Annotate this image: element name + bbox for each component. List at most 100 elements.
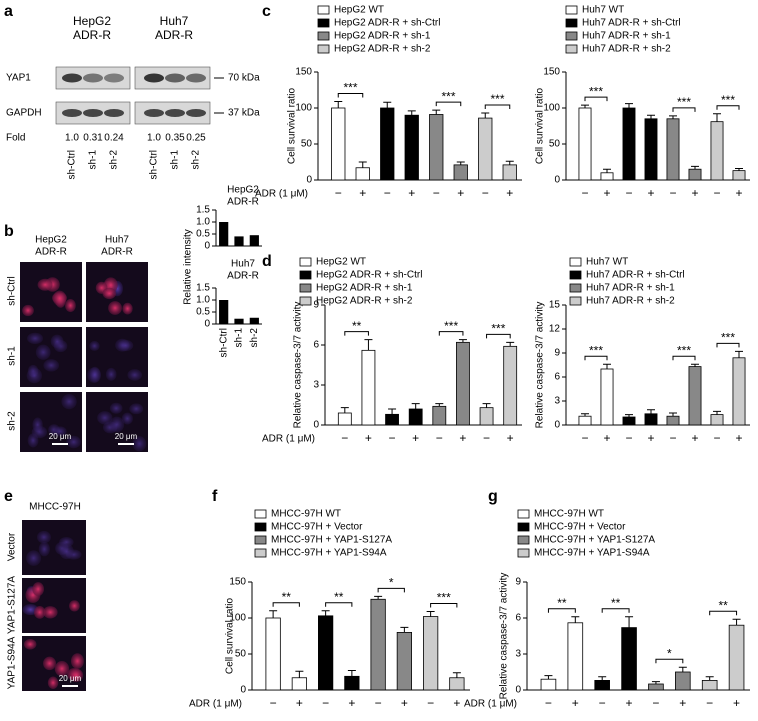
legend-label: HepG2 ADR-R + sh-Ctrl [334,18,440,29]
y-tick-label: 0 [204,319,210,330]
fold-value: 1.0 [147,133,161,144]
protein-label: GAPDH [6,108,42,119]
x-tick-label: − [713,186,720,200]
bar [234,318,244,324]
axis-title: Relative intensity [183,229,194,305]
error-bar [358,161,367,168]
y-tick-label: 15 [549,300,561,311]
error-bar [340,407,349,413]
y-tick-label: 0 [515,685,521,696]
y-tick-label: 0 [204,241,210,252]
x-tick-label: − [669,186,676,200]
significance-bracket [709,610,738,616]
nucleus [127,369,143,381]
significance-bracket [672,107,696,112]
x-tick-label: − [669,431,676,445]
marker-label: 37 kDa [228,108,260,119]
nucleus [121,412,133,425]
significance-label: *** [490,92,504,106]
x-tick-label: + [457,186,464,200]
legend-swatch [254,535,267,545]
y-tick-label: 0.5 [196,307,210,318]
nucleus [61,394,77,410]
error-bar [347,670,356,677]
significance-bracket [430,603,458,608]
row-label: sh-2 [7,411,18,431]
micrograph [22,520,86,575]
legend-swatch [565,31,578,41]
y-tick-label: 12 [549,324,561,335]
error-bar [625,616,634,628]
error-bar [426,611,435,617]
nucleus [89,340,100,351]
x-tick-label: − [375,696,382,710]
lane-label: sh-2 [109,150,120,170]
error-bar [571,616,580,623]
error-bar [735,350,743,358]
bar [622,107,636,181]
legend-label: HepG2 WT [334,5,384,16]
x-tick-label: − [335,186,342,200]
panel-letter: f [212,488,218,505]
y-tick-label: 9 [554,348,560,359]
x-tick-label: − [270,696,277,710]
nucleus [129,403,144,415]
protein-label: YAP1 [6,73,31,84]
significance-label: *** [721,93,735,107]
bar [219,300,229,324]
panel-letter: g [488,488,498,505]
y-tick-label: 6 [554,372,560,383]
y-tick-label: 50 [235,649,247,660]
legend-label: Huh7 ADR-R + sh-1 [586,283,675,294]
nucleus [109,402,123,414]
bar [503,345,518,426]
significance-label: *** [437,591,451,605]
bar [621,627,637,691]
y-tick-label: 150 [229,577,246,588]
bar [478,117,493,181]
y-tick-label: 1.5 [196,205,210,216]
y-tick-label: 3 [554,396,560,407]
band [104,73,124,83]
x-tick-label: + [735,186,742,200]
nucleus [53,426,67,437]
legend-label: Huh7 ADR-R + sh-Ctrl [586,270,685,281]
axis-title: Cell survival ratio [287,87,298,164]
chart-title: Huh7 [231,259,255,270]
fold-label: Fold [6,133,25,144]
legend-swatch [569,283,582,293]
nucleus [70,653,84,669]
band [186,109,206,117]
legend-swatch [317,5,330,15]
y-tick-label: 100 [295,103,312,114]
error-bar [651,681,660,684]
y-tick-label: 9 [313,300,319,311]
axis-title: ADR (1 μM) [255,189,308,200]
y-tick-label: 150 [543,67,560,78]
nucleus [36,530,51,544]
x-tick-label: + [507,431,514,445]
band [165,109,185,117]
y-tick-label: 100 [543,103,560,114]
nucleus [47,676,59,689]
axis-title: Cell survival ratio [535,87,546,164]
x-tick-label: sh-Ctrl [218,328,229,357]
band [165,73,185,83]
significance-bracket [435,101,462,107]
error-bar [603,168,611,173]
axis-title: Relative caspase-3/7 activity [293,302,304,429]
cell-line-label: Huh7 [160,14,189,28]
significance-label: ** [352,319,362,333]
axis-title: ADR (1 μM) [189,699,242,710]
bar [567,622,584,691]
legend-swatch [317,18,330,28]
error-bar [482,403,491,408]
x-tick-label: − [389,431,396,445]
bar [622,416,636,426]
band [83,109,103,117]
significance-label: *** [677,95,691,109]
x-tick-label: + [359,186,366,200]
legend-label: HepG2 ADR-R + sh-2 [316,296,413,307]
significance-bracket [672,355,696,361]
